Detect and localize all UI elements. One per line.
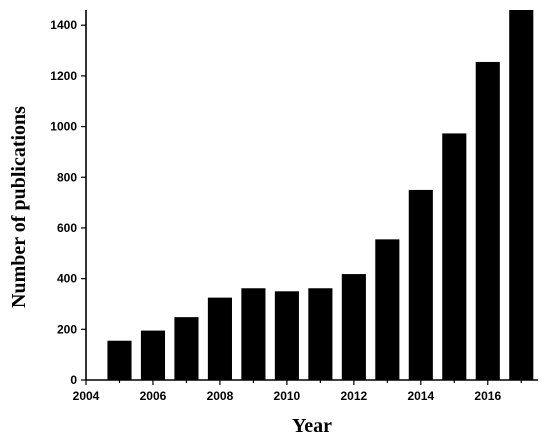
bar-2015: [442, 133, 467, 380]
bar-2007: [174, 317, 199, 380]
bar-2010: [274, 291, 299, 380]
bars-group: [107, 10, 534, 380]
bar-2013: [375, 239, 400, 380]
y-tick-label: 0: [70, 373, 77, 387]
x-tick-label: 2012: [341, 389, 368, 403]
x-axis-ticks: 2004 2006 2008 2010 2012 2014 2016: [73, 380, 522, 403]
bar-2006: [140, 330, 166, 380]
x-tick-label: 2004: [73, 389, 100, 403]
x-tick-label: 2014: [407, 389, 434, 403]
y-tick-label: 400: [57, 272, 77, 286]
x-tick-label: 2010: [274, 389, 301, 403]
y-tick-label: 1400: [50, 18, 77, 32]
bar-2012: [341, 274, 366, 380]
bar-2011: [308, 288, 333, 380]
bar-2017: [509, 10, 534, 380]
y-axis-ticks: 0 200 400 600 800 1000 1200 1400: [50, 18, 86, 387]
x-tick-label: 2008: [207, 389, 234, 403]
y-tick-label: 600: [57, 221, 77, 235]
x-axis-title: Year: [292, 415, 332, 437]
y-tick-label: 1200: [50, 69, 77, 83]
y-tick-label: 800: [57, 170, 77, 184]
y-tick-label: 200: [57, 322, 77, 336]
bar-2014: [408, 189, 433, 380]
bar-2009: [241, 288, 266, 380]
bar-2008: [207, 297, 232, 380]
y-tick-label: 1000: [50, 120, 77, 134]
x-tick-label: 2006: [140, 389, 167, 403]
x-tick-label: 2016: [474, 389, 501, 403]
bar-2005: [107, 340, 132, 380]
bar-2016: [475, 61, 500, 380]
y-axis-title: Number of publications: [8, 106, 30, 308]
